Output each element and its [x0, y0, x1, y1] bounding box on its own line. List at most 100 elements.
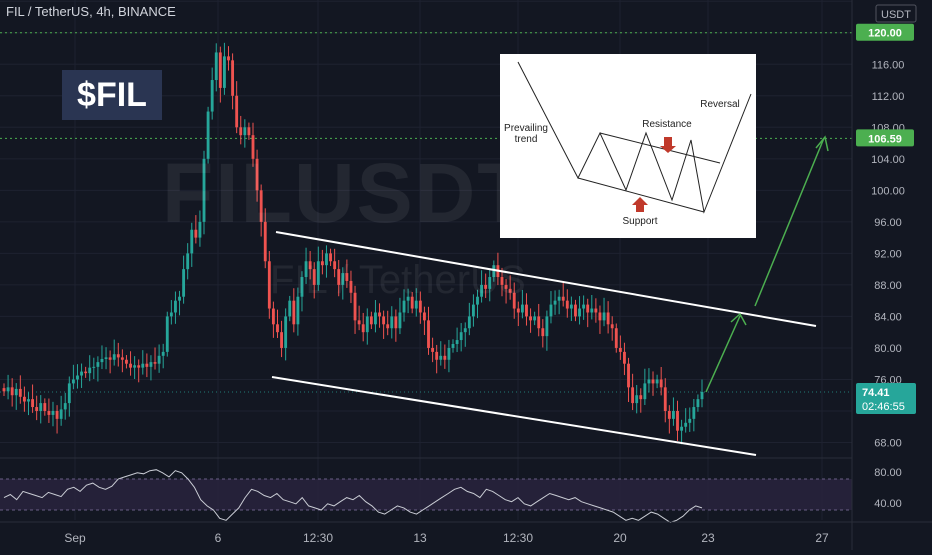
time-tick-label: 23 [701, 531, 715, 545]
price-tick-label: 92.00 [874, 248, 902, 260]
candle-body [27, 399, 30, 402]
time-tick-label: 12:30 [303, 531, 333, 545]
description-watermark: FIL / TetherUS [270, 258, 526, 302]
candle-body [557, 296, 561, 301]
candle-body [129, 363, 132, 368]
candle-body [284, 316, 288, 348]
candle-body [149, 362, 153, 367]
candle-body [467, 316, 471, 329]
time-axis[interactable]: Sep 6 12:30 13 12:30 20 23 27 [0, 521, 932, 545]
price-level-label: 106.59 [868, 133, 902, 145]
candle-body [349, 280, 353, 293]
candle-body [455, 340, 459, 344]
candle-body [165, 316, 169, 352]
candle-body [120, 357, 124, 360]
reversal-label: Reversal [700, 99, 739, 110]
projection-arrow-1 [705, 315, 741, 393]
projection-arrow-2 [754, 137, 825, 307]
candle-body [174, 300, 177, 313]
candle-body [471, 304, 475, 317]
candle-body [137, 365, 141, 368]
candle-body [333, 261, 337, 270]
candle-body [186, 253, 190, 270]
candle-body [553, 300, 557, 305]
candle-body [194, 229, 198, 238]
channel-upper-line [275, 231, 817, 327]
price-tick-label: 96.00 [874, 217, 902, 229]
current-price-label: 74.41 [862, 387, 890, 399]
candle-body [374, 312, 377, 325]
candle-body [561, 296, 565, 301]
descending-channel[interactable] [271, 231, 817, 456]
candle-body [418, 300, 422, 313]
inset-support-line [577, 177, 705, 213]
price-tick-label: 84.00 [874, 311, 902, 323]
candle-body [451, 344, 455, 348]
candle-body [304, 261, 308, 278]
candle-body [22, 396, 26, 402]
candle-body [161, 351, 165, 356]
candle-body [480, 284, 484, 297]
candle-body [296, 296, 300, 325]
price-axis[interactable]: 68.0076.0080.0084.0088.0092.0096.00100.0… [851, 0, 932, 550]
price-level-label-bg [856, 129, 914, 147]
projection-arrows[interactable] [705, 135, 829, 393]
candle-body [488, 277, 492, 289]
candle-body [235, 95, 239, 128]
candle-body [288, 300, 292, 317]
candle-body [529, 316, 532, 321]
candle-body [545, 316, 549, 337]
candle-body [96, 362, 100, 367]
currency-box [875, 4, 917, 23]
trend-label: trend [515, 134, 538, 145]
chart-title[interactable]: FIL / TetherUS, 4h, BINANCE [6, 4, 176, 19]
candle-body [390, 316, 394, 329]
candle-body [169, 312, 173, 317]
arrow-head-2 [815, 135, 829, 152]
price-level-label: 120.00 [868, 28, 902, 40]
candle-body [202, 158, 206, 222]
candle-body [549, 304, 553, 317]
channel-lower-line [271, 376, 757, 456]
candle-body [104, 357, 108, 359]
candle-body [247, 127, 251, 136]
candle-body [627, 363, 630, 388]
candle-body [423, 312, 426, 321]
candle-body [271, 308, 275, 325]
candle-body [639, 395, 643, 400]
candle-body [18, 388, 22, 397]
candle-body [586, 304, 590, 313]
candle-body [598, 312, 602, 321]
candle-body [684, 422, 688, 427]
rsi-tick-label: 40.00 [874, 498, 902, 510]
time-tick-label: 13 [413, 531, 427, 545]
candle-body [251, 135, 255, 159]
support-arrow-icon [632, 197, 648, 212]
candle-body [316, 261, 320, 285]
time-tick-label: 20 [613, 531, 627, 545]
candle-body [484, 284, 488, 289]
candle-body [88, 367, 92, 374]
price-tick-label: 116.00 [872, 59, 905, 71]
prevailing-label: Prevailing [504, 123, 548, 134]
candle-body [520, 304, 524, 313]
rsi-line [3, 469, 703, 523]
candle-body [651, 379, 655, 384]
candle-body [59, 409, 63, 419]
inset-resistance-line [599, 132, 721, 164]
candle-body [369, 316, 373, 325]
candle-body [76, 375, 79, 380]
candle-body [125, 359, 128, 364]
candle-body [610, 324, 614, 329]
candle-body [427, 320, 430, 348]
price-tick-label: 100.00 [871, 185, 905, 197]
candle-body [300, 277, 304, 297]
candle-body [692, 407, 696, 419]
resistance-arrow-icon [660, 137, 676, 153]
candle-body [398, 312, 402, 329]
support-label: Support [622, 216, 657, 227]
candle-body [696, 399, 700, 408]
candle-body [100, 358, 104, 363]
candle-body [116, 354, 120, 358]
